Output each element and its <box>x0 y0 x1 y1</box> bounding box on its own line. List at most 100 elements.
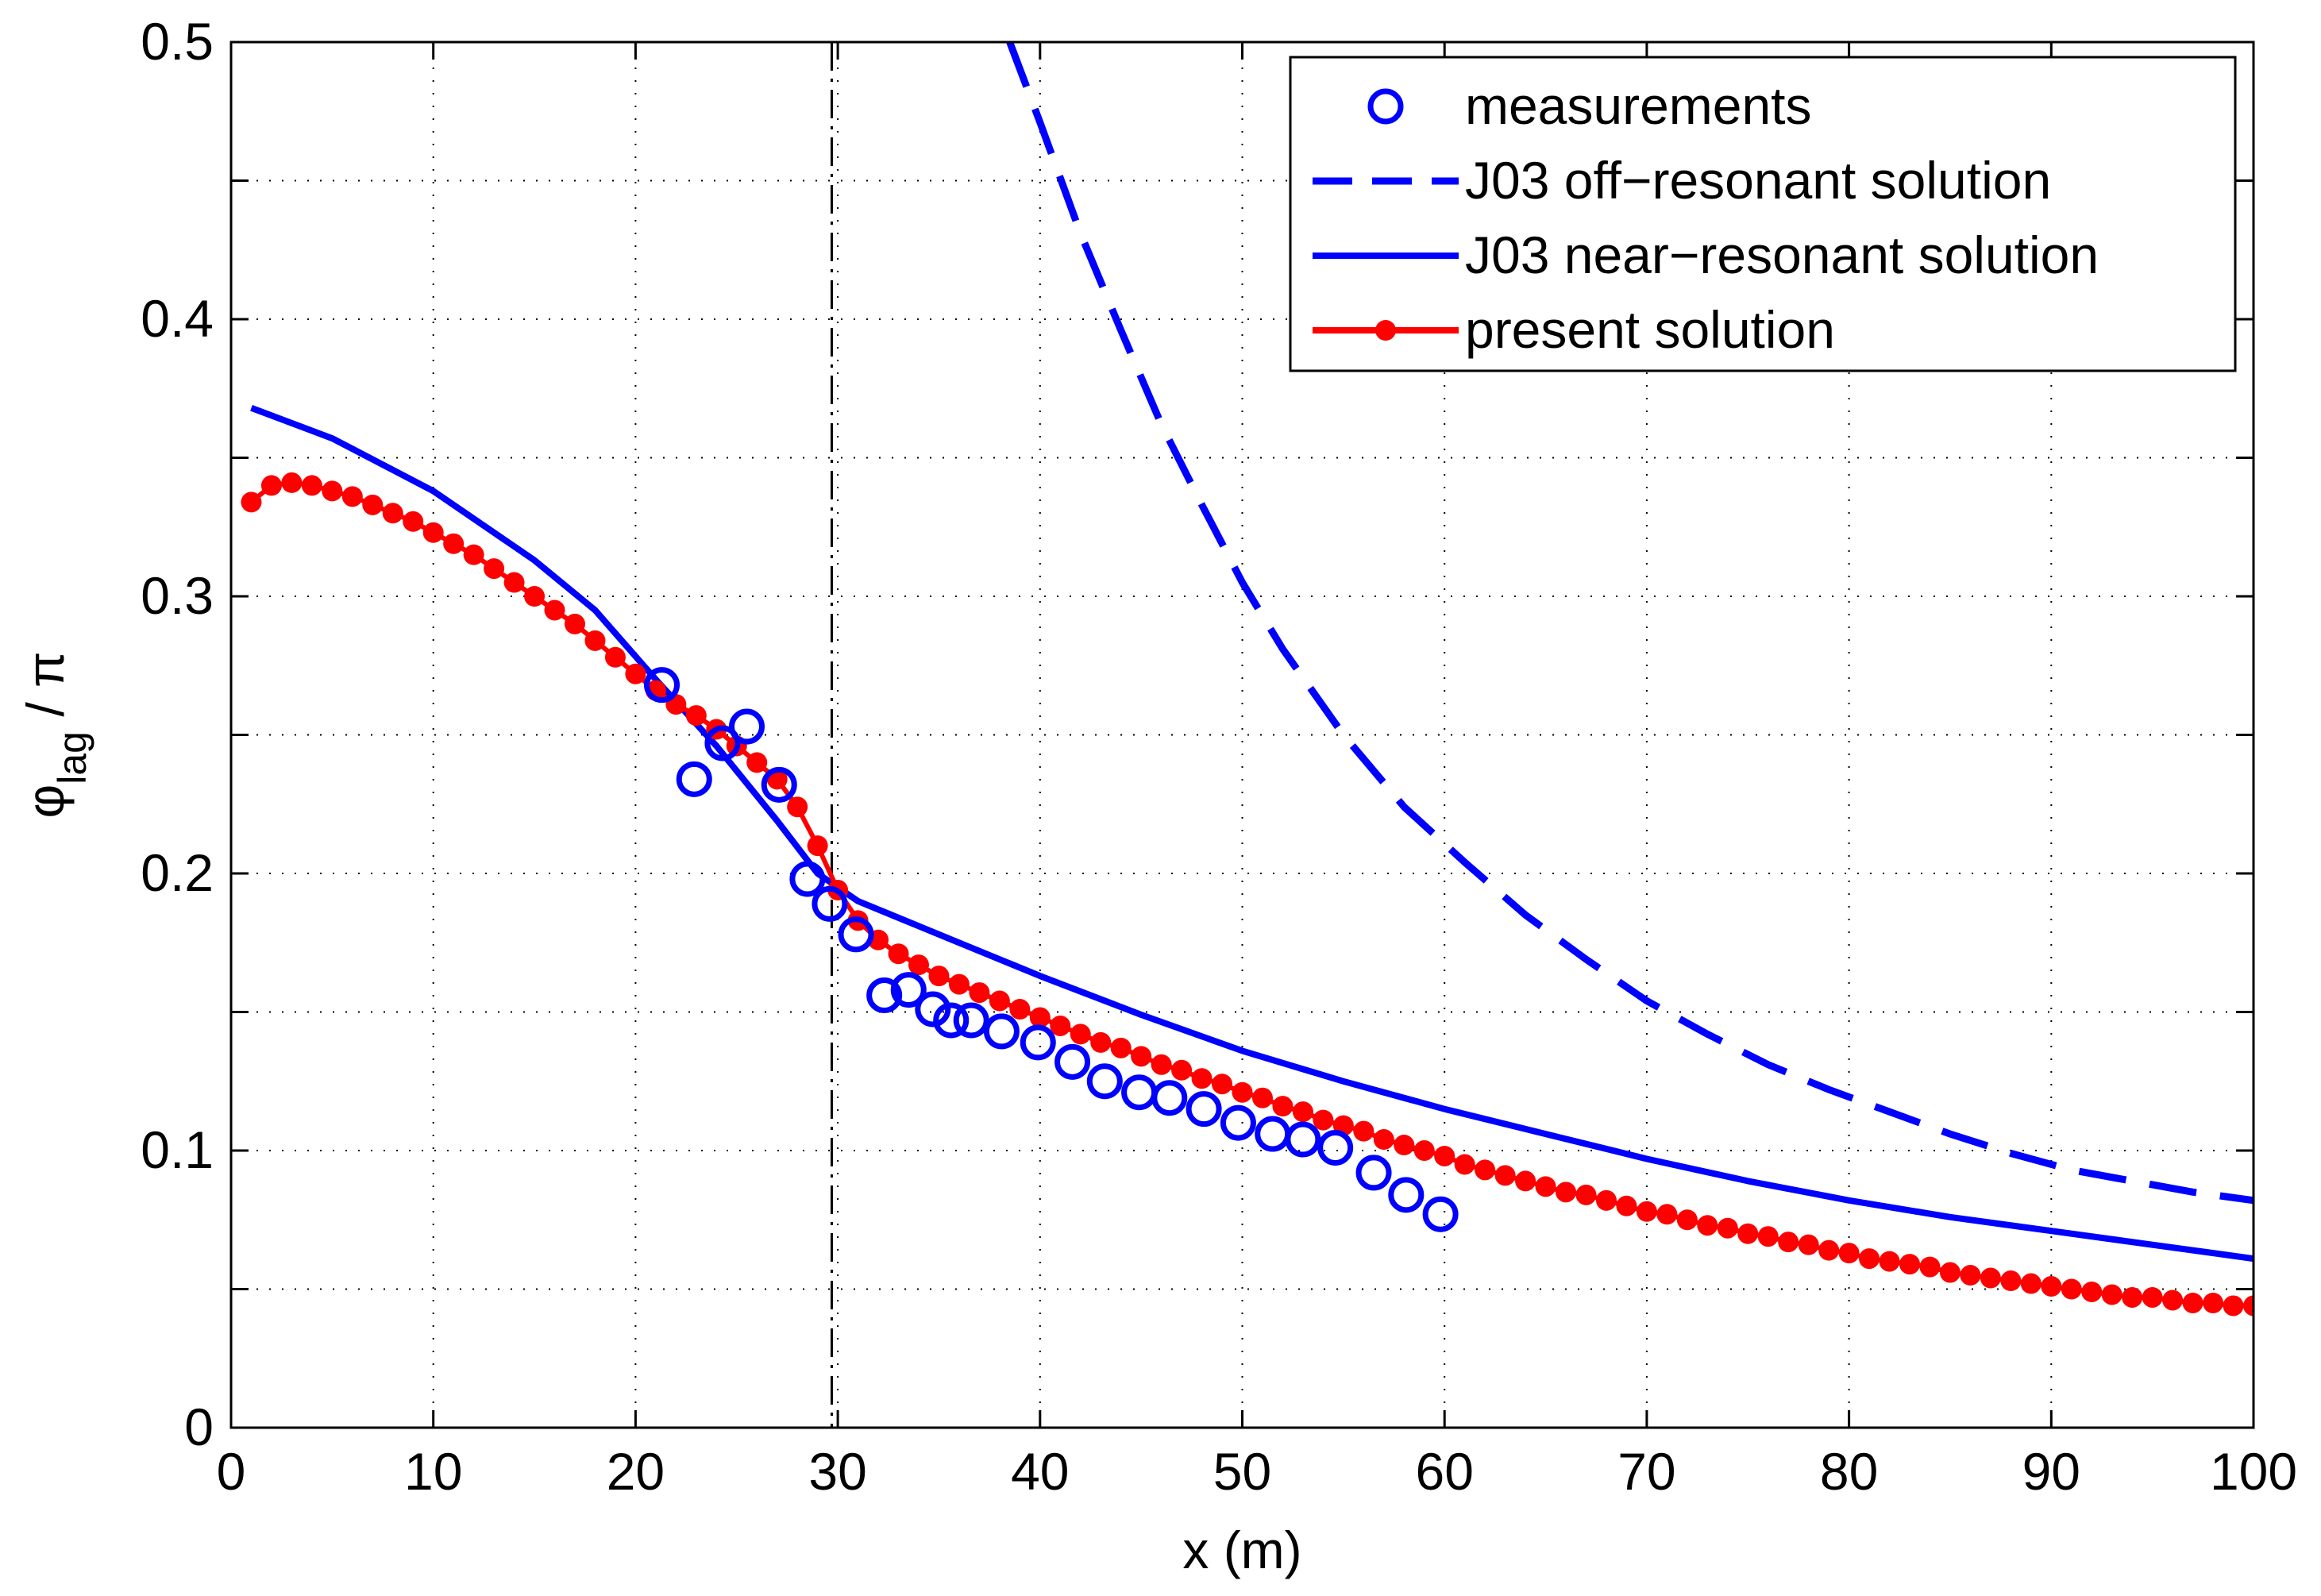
measurement-point <box>866 977 903 1014</box>
present-solution-point <box>1191 1068 1213 1089</box>
measurement-point <box>1220 1104 1256 1141</box>
present-solution-point <box>685 705 707 727</box>
present-solution-point <box>341 486 363 507</box>
present-solution-point <box>463 544 484 565</box>
present-solution-point <box>362 494 384 515</box>
present-solution-point <box>888 943 909 965</box>
x-tick-label: 70 <box>1617 1442 1675 1501</box>
present-solution-point <box>1818 1239 1840 1261</box>
x-tick-label: 20 <box>607 1442 665 1501</box>
present-solution-point <box>1494 1165 1516 1186</box>
present-solution-point <box>1171 1059 1193 1081</box>
present-solution-point <box>1070 1024 1091 1045</box>
y-tick-label: 0.4 <box>141 289 214 348</box>
present-solution-point <box>1272 1096 1294 1117</box>
measurement-point <box>953 1002 989 1039</box>
y-tick-label: 0.3 <box>141 566 214 625</box>
present-solution-point <box>2000 1270 2022 1292</box>
present-solution-point <box>1373 1129 1394 1151</box>
measurement-point <box>1151 1080 1188 1116</box>
present-solution-point <box>241 492 262 513</box>
present-solution-point <box>807 835 828 857</box>
legend-label: J03 near−resonant solution <box>1465 226 2099 284</box>
present-solution-point <box>443 533 465 554</box>
present-solution-point <box>2142 1286 2163 1308</box>
present-solution-point <box>1939 1262 1961 1283</box>
present-solution-point <box>382 503 403 524</box>
present-solution-point <box>1676 1209 1698 1231</box>
present-solution-point <box>787 796 808 818</box>
y-axis-label-main: φ <box>16 785 75 819</box>
present-solution-point <box>948 973 970 995</box>
present-solution-point <box>1009 999 1031 1020</box>
present-solution-point <box>1050 1015 1071 1036</box>
present-solution-point <box>1879 1251 1900 1272</box>
present-solution-point <box>1980 1267 2001 1289</box>
present-solution-point <box>524 586 546 607</box>
present-solution-point <box>1151 1054 1172 1075</box>
present-solution-point <box>503 572 525 593</box>
off-resonant-line <box>1006 42 2254 1205</box>
present-solution-point <box>1737 1223 1759 1244</box>
legend-label: J03 off−resonant solution <box>1465 151 2051 210</box>
present-solution-point <box>1656 1204 1678 1225</box>
present-solution-point <box>1717 1217 1738 1239</box>
present-solution-point <box>604 646 626 668</box>
present-solution-point <box>1919 1256 1941 1278</box>
legend-swatch-measurements <box>1367 88 1404 125</box>
measurement-point <box>728 708 765 745</box>
present-solution-point <box>1838 1243 1860 1264</box>
present-solution-point <box>1697 1215 1718 1236</box>
measurement-point <box>644 667 680 704</box>
measurement-point <box>1186 1091 1222 1128</box>
measurement-point <box>983 1013 1020 1050</box>
series-line-dots <box>241 472 2254 1317</box>
measurement-point <box>704 725 741 761</box>
measurement-point <box>1317 1130 1354 1166</box>
present-solution-point <box>2081 1281 2103 1302</box>
present-solution-point <box>625 663 646 684</box>
measurement-point <box>1086 1063 1123 1100</box>
y-axis-label-suffix: / π <box>16 651 75 731</box>
present-solution-point <box>301 475 322 496</box>
present-solution-point <box>2162 1290 2184 1311</box>
present-solution-point <box>1292 1101 1313 1123</box>
present-solution-point <box>989 990 1010 1012</box>
present-solution-point <box>1595 1189 1617 1211</box>
present-solution-point <box>260 475 282 496</box>
present-solution-point <box>2041 1276 2062 1297</box>
present-solution-point <box>2061 1278 2082 1300</box>
x-tick-label: 30 <box>808 1442 866 1501</box>
present-solution-point <box>1575 1184 1597 1205</box>
present-solution-point <box>1535 1176 1556 1197</box>
present-solution-point <box>564 613 585 634</box>
present-solution-point <box>403 511 424 532</box>
x-tick-label: 50 <box>1213 1442 1271 1501</box>
present-solution-point <box>1394 1135 1415 1156</box>
present-solution-point <box>1131 1046 1152 1067</box>
measurement-point <box>1285 1121 1321 1158</box>
measurement-point <box>676 761 712 797</box>
present-solution-point <box>1454 1154 1475 1175</box>
x-tick-label: 40 <box>1011 1442 1069 1501</box>
x-axis-label: x (m) <box>1182 1521 1301 1579</box>
present-solution-point <box>2020 1273 2041 1294</box>
y-tick-label: 0.2 <box>141 843 214 902</box>
x-tick-label: 100 <box>2210 1442 2297 1501</box>
present-solution-point <box>908 954 929 976</box>
present-solution-point <box>1029 1007 1051 1028</box>
measurement-point <box>838 916 874 953</box>
present-solution-point <box>1434 1145 1455 1166</box>
present-solution-point <box>544 599 565 621</box>
present-solution-point <box>1110 1037 1132 1058</box>
present-solution-point <box>1232 1081 1253 1103</box>
series-solid <box>250 404 2254 1263</box>
measurement-point <box>890 972 927 1008</box>
present-solution-point <box>928 966 950 987</box>
x-tick-label: 10 <box>404 1442 462 1501</box>
y-tick-label: 0.1 <box>141 1120 214 1179</box>
present-solution-point <box>1556 1182 1577 1203</box>
present-solution-point <box>281 472 303 493</box>
present-solution-point <box>322 480 343 502</box>
